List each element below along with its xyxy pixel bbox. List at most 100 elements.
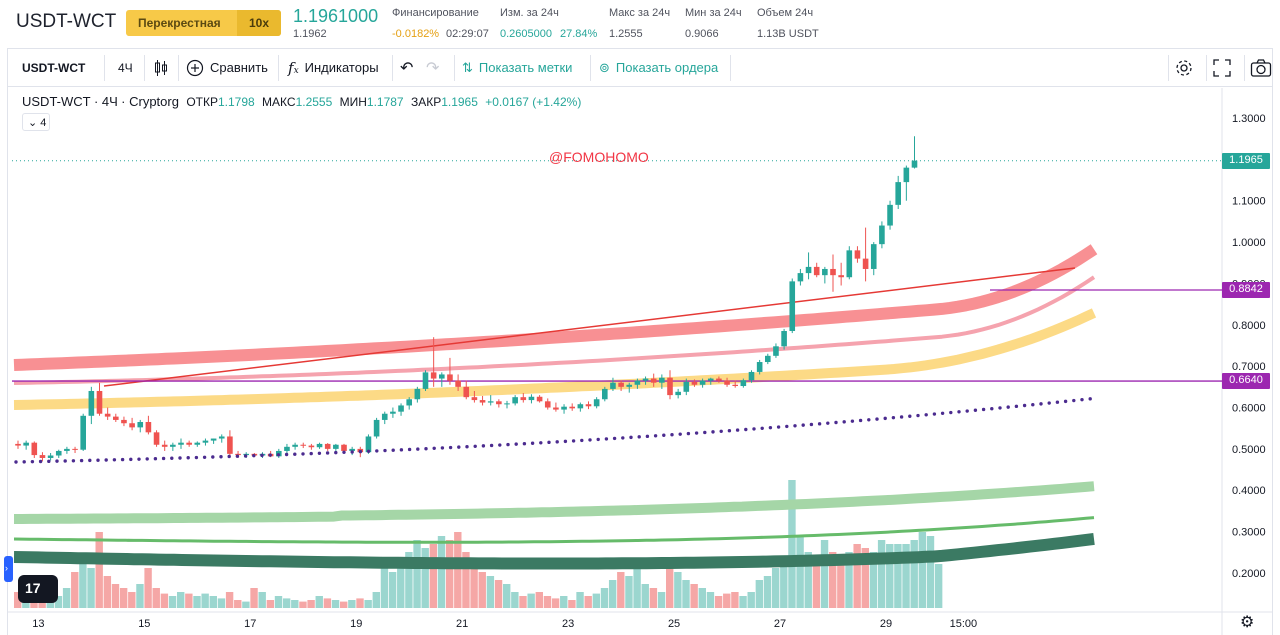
candle [618, 380, 624, 391]
candle-body [406, 399, 412, 406]
candle-body [390, 411, 396, 414]
price-axis[interactable]: 0.2000 0.3000 0.4000 0.5000 0.6000 0.7000 0.80… [1232, 113, 1266, 580]
indicator-dot [522, 441, 527, 446]
indicator-dot [1055, 400, 1060, 404]
indicator-dot [112, 458, 117, 462]
candle [610, 377, 616, 391]
volume-bar [193, 596, 201, 608]
candle [186, 440, 192, 447]
time-tick-label: 17 [244, 618, 256, 630]
show-marks-button[interactable]: ⇅ Показать метки [462, 49, 572, 86]
volume-bar [926, 536, 935, 608]
fullscreen-button[interactable] [1212, 49, 1232, 86]
settings-button[interactable] [1174, 49, 1194, 86]
volume-ma-light [14, 481, 1095, 524]
volume-bar [641, 584, 649, 608]
ma-pink [13, 275, 1096, 385]
horizontal-levels[interactable] [12, 160, 1222, 382]
volume-bar [250, 588, 258, 608]
volume-bar [576, 592, 584, 608]
ma-yellow [13, 308, 1097, 410]
volume-bar [739, 596, 747, 608]
candle-body [716, 378, 722, 381]
candle-body [699, 380, 706, 385]
candle [870, 242, 877, 276]
volume-bar [185, 593, 193, 608]
volume-bar [902, 544, 910, 608]
indicators-collapse-button[interactable]: ⌄ 4 [22, 113, 50, 131]
volume-bar [144, 568, 152, 608]
candle-body [15, 443, 21, 446]
time-tick-label: 13 [32, 618, 44, 630]
stat-value: 1.13B USDT [757, 28, 819, 40]
show-orders-button[interactable]: ⊚ Показать ордера [599, 49, 718, 86]
candle [577, 402, 584, 412]
volume-bar [209, 596, 217, 608]
volume-bar [372, 592, 380, 608]
legend-change: +0.0167 (+1.42%) [485, 95, 582, 109]
volume-bar [698, 588, 706, 608]
candle [129, 417, 135, 431]
candle [691, 379, 698, 387]
candle-body [528, 396, 535, 401]
indicator-dot [301, 452, 305, 456]
volume-bar [910, 540, 918, 608]
header-symbol[interactable]: USDT-WCT [16, 11, 117, 32]
chart-type-button[interactable] [154, 49, 168, 86]
candle [153, 430, 160, 447]
indicator-dot [957, 410, 961, 414]
collapsed-count: 4 [40, 117, 47, 129]
screenshot-button[interactable] [1250, 49, 1272, 86]
time-axis[interactable]: 13 15 17 19 21 23 25 27 29 15:00 [32, 618, 977, 630]
tradingview-logo[interactable]: 17 [18, 575, 58, 603]
candle [854, 246, 861, 263]
indicator-dot [1039, 402, 1043, 406]
price-tick-label: 1.3000 [1232, 113, 1266, 125]
indicator-dot [981, 407, 986, 412]
indicator-dot [145, 457, 149, 461]
candle [88, 386, 95, 425]
compare-button[interactable]: Сравнить [186, 49, 268, 86]
indicator-dot [694, 431, 699, 435]
fullscreen-icon [1213, 58, 1231, 77]
margin-mode-pill[interactable]: Перекрестная 10x [126, 10, 281, 36]
candle-body [504, 403, 510, 405]
legend-symbol: USDT-WCT [22, 94, 91, 109]
volume-bar [861, 548, 869, 608]
indicators-label: Индикаторы [304, 60, 379, 75]
indicators-button[interactable]: fx Индикаторы [288, 49, 379, 86]
candle [137, 419, 144, 433]
indicator-dot [530, 441, 535, 445]
candle [895, 175, 901, 209]
redo-button[interactable]: ↷ [426, 49, 439, 86]
indicator-dot [834, 420, 838, 425]
candle [561, 404, 567, 414]
stat-low-24h: Мин за 24ч 0.9066 [685, 7, 742, 40]
indicator-dot [284, 452, 289, 457]
volume-bar [649, 588, 658, 608]
candle-body [846, 250, 853, 278]
leverage[interactable]: 10x [237, 10, 281, 36]
price-tick-label: 0.4000 [1232, 485, 1266, 497]
stat-value2: 27.84% [560, 28, 598, 40]
volume-bar [462, 552, 470, 608]
axis-settings-button[interactable]: ⚙ [1240, 612, 1254, 632]
price-tick-label: 0.3000 [1232, 527, 1266, 539]
dotted-indicator [14, 397, 1092, 464]
candle [455, 374, 461, 391]
undo-button[interactable]: ↶ [400, 49, 413, 86]
interval-button[interactable]: 4Ч [118, 60, 133, 75]
left-panel-toggle[interactable]: › [4, 556, 13, 582]
volume-bar [747, 592, 755, 608]
candle [104, 407, 111, 420]
toolbar-symbol[interactable]: USDT-WCT [22, 60, 86, 75]
volume-bar [152, 588, 160, 608]
margin-mode[interactable]: Перекрестная [138, 16, 221, 30]
candle-body [887, 204, 893, 226]
volume-bar [478, 572, 486, 608]
candle-body [765, 355, 771, 363]
indicator-dot [55, 459, 59, 463]
candle [528, 394, 535, 404]
price-tick-label: 0.8000 [1232, 320, 1266, 332]
